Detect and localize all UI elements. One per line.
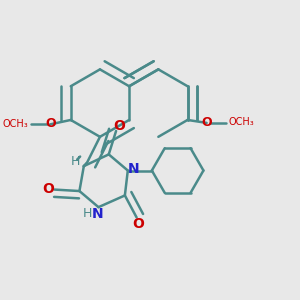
Text: N: N <box>127 162 139 176</box>
Text: O: O <box>201 116 212 128</box>
Text: H: H <box>70 155 80 168</box>
Text: H: H <box>83 207 92 220</box>
Text: O: O <box>42 182 54 196</box>
Text: OCH₃: OCH₃ <box>2 119 28 129</box>
Text: N: N <box>92 207 103 220</box>
Text: O: O <box>45 117 56 130</box>
Text: OCH₃: OCH₃ <box>229 117 254 127</box>
Text: O: O <box>132 217 144 231</box>
Text: O: O <box>113 119 125 133</box>
